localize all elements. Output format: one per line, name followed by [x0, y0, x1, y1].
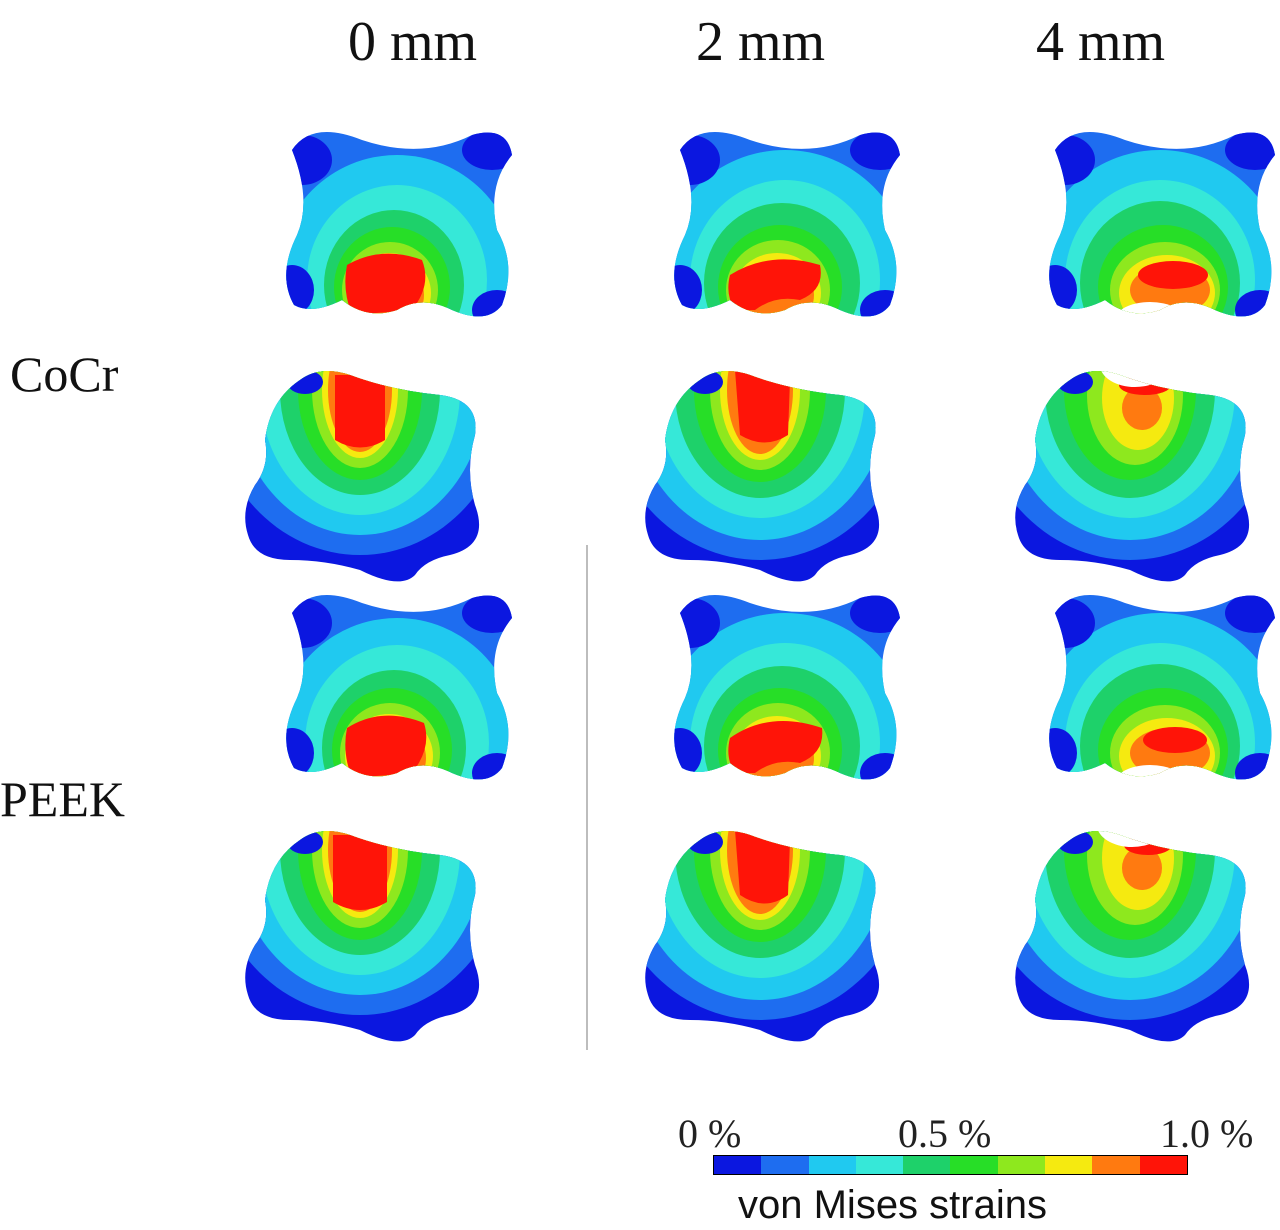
- strain-map-cocr-2mm-top: [674, 132, 900, 317]
- legend-tick-mid: 0.5 %: [898, 1111, 992, 1156]
- colorbar-swatch: [855, 1156, 904, 1174]
- colorbar-swatch: [761, 1156, 809, 1174]
- colorbar-swatch: [997, 1156, 1046, 1174]
- column-label-4mm: 4 mm: [1036, 11, 1166, 73]
- colorbar-swatch: [903, 1156, 951, 1174]
- colorbar-swatch: [950, 1156, 998, 1174]
- column-label-0mm: 0 mm: [348, 11, 478, 73]
- colorbar-swatch: [1045, 1156, 1093, 1174]
- legend-colorbar: [713, 1155, 1188, 1175]
- strain-map-peek-0mm-top: [286, 595, 512, 780]
- row-label-cocr: CoCr: [10, 346, 119, 402]
- strain-map-peek-2mm-top: [674, 595, 900, 780]
- strain-map-cocr-0mm-side: [245, 371, 480, 582]
- strain-map-peek-0mm-side: [245, 831, 480, 1042]
- legend-tick-max: 1.0 %: [1160, 1111, 1254, 1156]
- strain-map-cocr-4mm-side: [1015, 371, 1250, 582]
- colorbar-swatch: [1139, 1156, 1187, 1174]
- divider-line: [586, 545, 588, 1050]
- strain-map-peek-2mm-side: [645, 831, 880, 1042]
- row-label-peek: PEEK: [0, 771, 125, 827]
- legend-tick-min: 0 %: [678, 1111, 742, 1156]
- strain-map-cocr-2mm-side: [645, 371, 880, 582]
- legend-title: von Mises strains: [738, 1183, 1047, 1227]
- strain-map-peek-4mm-side: [1015, 831, 1250, 1042]
- strain-map-cocr-4mm-top: [1049, 132, 1275, 317]
- colorbar-swatch: [808, 1156, 856, 1174]
- colorbar-swatch: [1092, 1156, 1140, 1174]
- strain-map-peek-4mm-top: [1049, 595, 1275, 780]
- strain-map-cocr-0mm-top: [286, 132, 512, 317]
- column-label-2mm: 2 mm: [696, 11, 826, 73]
- colorbar-swatch: [714, 1156, 762, 1174]
